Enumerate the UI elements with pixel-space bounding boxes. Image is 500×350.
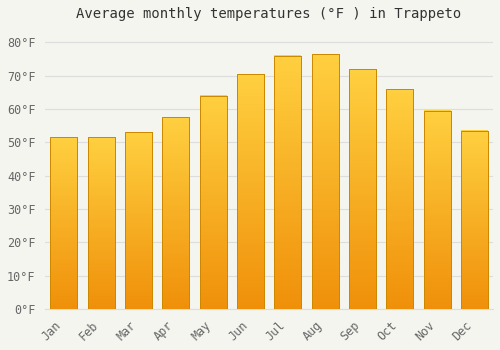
Bar	[312, 54, 338, 309]
Bar	[162, 117, 189, 309]
Title: Average monthly temperatures (°F ) in Trappeto: Average monthly temperatures (°F ) in Tr…	[76, 7, 462, 21]
Bar	[349, 69, 376, 309]
Bar	[50, 138, 78, 309]
Bar	[461, 131, 488, 309]
Bar	[424, 111, 450, 309]
Bar	[386, 89, 413, 309]
Bar	[349, 69, 376, 309]
Bar	[461, 131, 488, 309]
Bar	[125, 132, 152, 309]
Bar	[312, 54, 338, 309]
Bar	[88, 138, 115, 309]
Bar	[162, 117, 189, 309]
Bar	[386, 89, 413, 309]
Bar	[88, 138, 115, 309]
Bar	[50, 138, 78, 309]
Bar	[274, 56, 301, 309]
Bar	[237, 74, 264, 309]
Bar	[274, 56, 301, 309]
Bar	[424, 111, 450, 309]
Bar	[200, 96, 226, 309]
Bar	[237, 74, 264, 309]
Bar	[125, 132, 152, 309]
Bar	[200, 96, 226, 309]
